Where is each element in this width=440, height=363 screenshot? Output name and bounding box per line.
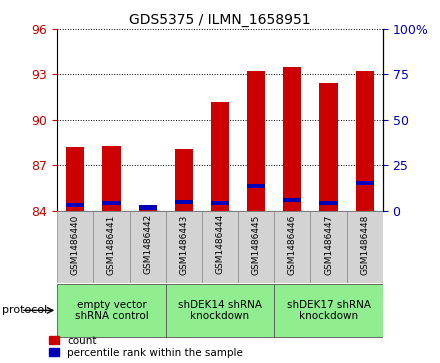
Text: GSM1486446: GSM1486446: [288, 214, 297, 274]
Text: GSM1486440: GSM1486440: [71, 214, 80, 274]
Text: GSM1486444: GSM1486444: [216, 214, 224, 274]
Bar: [347, 211, 383, 283]
Bar: [356, 181, 374, 185]
Bar: [57, 284, 166, 337]
Bar: [319, 201, 337, 205]
Text: GSM1486442: GSM1486442: [143, 214, 152, 274]
Bar: [93, 211, 129, 283]
Bar: [66, 147, 84, 211]
Bar: [202, 211, 238, 283]
Bar: [356, 72, 374, 211]
Bar: [211, 201, 229, 205]
Bar: [57, 211, 93, 283]
Bar: [139, 206, 157, 211]
Text: GSM1486445: GSM1486445: [252, 214, 260, 274]
Text: GSM1486443: GSM1486443: [180, 214, 188, 274]
Bar: [129, 211, 166, 283]
Bar: [66, 203, 84, 207]
Text: GSM1486447: GSM1486447: [324, 214, 333, 274]
Text: GSM1486441: GSM1486441: [107, 214, 116, 274]
Text: empty vector
shRNA control: empty vector shRNA control: [75, 299, 148, 321]
Bar: [274, 284, 383, 337]
Bar: [274, 211, 311, 283]
Bar: [175, 148, 193, 211]
Bar: [311, 211, 347, 283]
Legend: count, percentile rank within the sample: count, percentile rank within the sample: [49, 336, 243, 358]
Bar: [319, 83, 337, 211]
Text: shDEK17 shRNA
knockdown: shDEK17 shRNA knockdown: [286, 299, 370, 321]
Bar: [211, 102, 229, 211]
Bar: [247, 72, 265, 211]
Bar: [103, 201, 121, 205]
Bar: [166, 211, 202, 283]
Bar: [103, 146, 121, 211]
Bar: [139, 205, 157, 209]
Bar: [283, 67, 301, 211]
Bar: [238, 211, 274, 283]
Bar: [166, 284, 274, 337]
Text: shDEK14 shRNA
knockdown: shDEK14 shRNA knockdown: [178, 299, 262, 321]
Bar: [247, 184, 265, 188]
Text: protocol: protocol: [2, 305, 48, 315]
Text: GSM1486448: GSM1486448: [360, 214, 369, 274]
Bar: [283, 198, 301, 202]
Title: GDS5375 / ILMN_1658951: GDS5375 / ILMN_1658951: [129, 13, 311, 26]
Bar: [175, 200, 193, 204]
